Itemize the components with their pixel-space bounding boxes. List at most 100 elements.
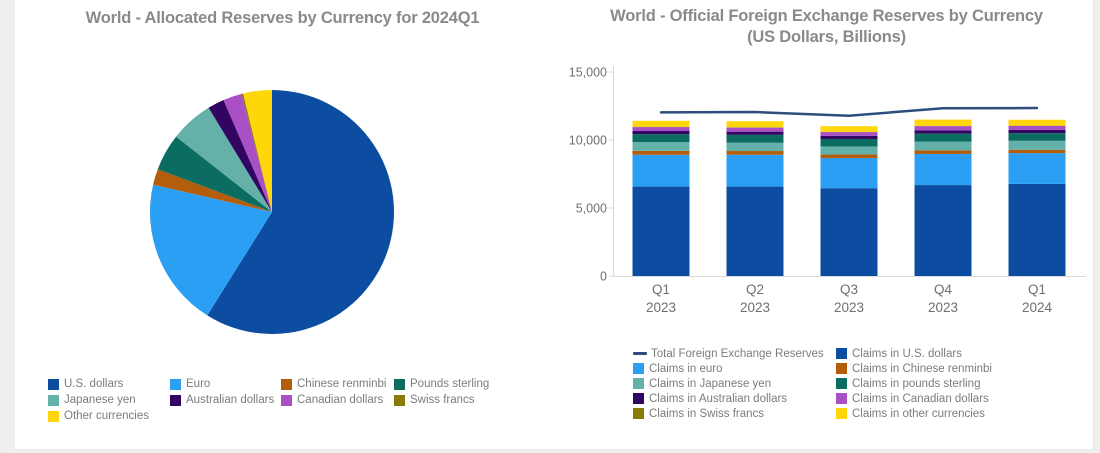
x-tick-label-quarter: Q2: [746, 282, 764, 297]
legend-item-claims-in-japanese-yen[interactable]: Claims in Japanese yen: [633, 376, 836, 391]
legend-item-australian-dollars[interactable]: Australian dollars: [170, 392, 281, 408]
bar-segment-claims-in-pounds-sterling-q1-2024: [1008, 133, 1066, 141]
legend-item-euro[interactable]: Euro: [170, 376, 281, 392]
y-tick-label-5-000: 5,000: [576, 202, 607, 216]
bar-segment-claims-in-japanese-yen-q3-2023: [820, 146, 878, 155]
x-tick-label-year: 2023: [646, 300, 676, 315]
bar-segment-claims-in-japanese-yen-q4-2023: [914, 141, 972, 151]
legend-swatch-canadian-dollars: [281, 394, 292, 406]
legend-label: Claims in pounds sterling: [852, 377, 981, 390]
bar-segment-claims-in-euro-q3-2023: [820, 158, 878, 189]
pie-slice-u-s-dollars: [207, 90, 394, 334]
legend-label: Swiss francs: [410, 394, 475, 406]
legend-label: Japanese yen: [64, 394, 136, 406]
x-tick-label-quarter: Q1: [652, 282, 670, 297]
legend-swatch-claims-in-chinese-renminbi: [836, 363, 847, 374]
legend-item-claims-in-swiss-francs[interactable]: Claims in Swiss francs: [633, 406, 836, 421]
bar-segment-claims-in-canadian-dollars-q1-2024: [1008, 125, 1066, 130]
bar-chart-title-line1: World - Official Foreign Exchange Reserv…: [610, 7, 1043, 25]
legend-label: Claims in Canadian dollars: [852, 392, 989, 405]
x-tick-label-quarter: Q1: [1028, 282, 1046, 297]
bar-segment-claims-in-pounds-sterling-q2-2023: [726, 134, 784, 143]
pie-slice-japanese-yen: [176, 107, 272, 212]
bar-chart-title: World - Official Foreign Exchange Reserv…: [570, 6, 1083, 48]
legend-label: Other currencies: [64, 410, 150, 422]
bar-segment-claims-in-australian-dollars-q2-2023: [726, 131, 784, 135]
legend-item-claims-in-other-currencies[interactable]: Claims in other currencies: [836, 406, 992, 421]
legend-item-claims-in-canadian-dollars[interactable]: Claims in Canadian dollars: [836, 391, 992, 406]
legend-label: U.S. dollars: [64, 378, 124, 390]
bar-legend: Total Foreign Exchange Reserves Claims in…: [633, 346, 992, 421]
legend-label: Claims in other currencies: [852, 407, 985, 420]
legend-label: Canadian dollars: [297, 394, 384, 406]
pie-slice-other-currencies: [243, 90, 272, 212]
bar-segment-claims-in-canadian-dollars-q4-2023: [914, 126, 972, 131]
bar-segment-claims-in-u-s-dollars-q2-2023: [726, 186, 784, 276]
legend-swatch-other-currencies: [48, 410, 59, 422]
legend-item-canadian-dollars[interactable]: Canadian dollars: [281, 392, 394, 408]
legend-item-total-foreign-exchange-reserves[interactable]: Total Foreign Exchange Reserves: [633, 346, 836, 361]
legend-swatch-claims-in-japanese-yen: [633, 378, 644, 389]
total-reserves-line: [659, 106, 1039, 117]
bar-segment-claims-in-pounds-sterling-q1-2023: [632, 134, 690, 143]
legend-item-claims-in-chinese-renminbi[interactable]: Claims in Chinese renminbi: [836, 361, 992, 376]
legend-label: Claims in euro: [649, 362, 723, 375]
legend-line-marker: [633, 352, 647, 355]
legend-item-claims-in-pounds-sterling[interactable]: Claims in pounds sterling: [836, 376, 992, 391]
x-tick-label-year: 2023: [740, 300, 770, 315]
legend-item-claims-in-australian-dollars[interactable]: Claims in Australian dollars: [633, 391, 836, 406]
bar-segment-claims-in-canadian-dollars-q3-2023: [820, 132, 878, 136]
legend-label: Pounds sterling: [410, 378, 490, 390]
bar-segment-claims-in-other-currencies-q1-2024: [1008, 119, 1066, 126]
y-tick-label-15-000: 15,000: [569, 66, 607, 80]
y-tick-label-10-000: 10,000: [569, 134, 607, 148]
bar-segment-claims-in-u-s-dollars-q3-2023: [820, 188, 878, 276]
legend-label: Claims in Japanese yen: [649, 377, 772, 390]
bar-segment-claims-in-other-currencies-q2-2023: [726, 121, 784, 128]
legend-item-claims-in-euro[interactable]: Claims in euro: [633, 361, 836, 376]
x-tick-label-quarter: Q3: [840, 282, 858, 297]
bar-segment-claims-in-euro-q1-2023: [632, 154, 690, 187]
legend-swatch-swiss-francs: [394, 394, 405, 406]
legend-item-u-s-dollars[interactable]: U.S. dollars: [48, 376, 170, 392]
legend-item-other-currencies[interactable]: Other currencies: [48, 408, 170, 424]
bar-segment-claims-in-other-currencies-q4-2023: [914, 119, 972, 126]
legend-item-pounds-sterling[interactable]: Pounds sterling: [394, 376, 489, 392]
legend-label: Claims in Chinese renminbi: [852, 362, 992, 375]
legend-swatch-claims-in-pounds-sterling: [836, 378, 847, 389]
pie-slice-canadian-dollars: [223, 93, 272, 212]
legend-label: Claims in Australian dollars: [649, 392, 788, 405]
legend-item-japanese-yen[interactable]: Japanese yen: [48, 392, 170, 408]
legend-swatch-claims-in-other-currencies: [836, 408, 847, 419]
legend-swatch-claims-in-euro: [633, 363, 644, 374]
x-tick-label-year: 2023: [928, 300, 958, 315]
pie-slice-swiss-francs: [241, 93, 272, 212]
legend-label: Chinese renminbi: [297, 378, 387, 390]
legend-swatch-euro: [170, 378, 181, 390]
x-tick-label-year: 2023: [834, 300, 864, 315]
bar-segment-claims-in-australian-dollars-q1-2023: [632, 131, 690, 135]
bar-segment-claims-in-japanese-yen-q1-2024: [1008, 140, 1066, 150]
bar-segment-claims-in-euro-q2-2023: [726, 154, 784, 187]
legend-item-swiss-francs[interactable]: Swiss francs: [394, 392, 489, 408]
pie-chart-title: World - Allocated Reserves by Currency f…: [85, 9, 480, 27]
bar-segment-claims-in-chinese-renminbi-q1-2023: [632, 150, 690, 155]
legend-swatch-claims-in-u-s-dollars: [836, 348, 847, 359]
bar-segment-claims-in-australian-dollars-q4-2023: [914, 130, 972, 134]
x-tick-label-year: 2024: [1022, 300, 1053, 315]
bar-segment-claims-in-euro-q4-2023: [914, 153, 972, 186]
bar-segment-claims-in-other-currencies-q3-2023: [820, 126, 878, 132]
bar-segment-claims-in-pounds-sterling-q4-2023: [914, 133, 972, 142]
legend-label: Euro: [186, 378, 211, 390]
legend-swatch-claims-in-swiss-francs: [633, 408, 644, 419]
legend-label: Total Foreign Exchange Reserves: [651, 347, 824, 360]
legend-item-claims-in-u-s-dollars[interactable]: Claims in U.S. dollars: [836, 346, 992, 361]
legend-item-chinese-renminbi[interactable]: Chinese renminbi: [281, 376, 394, 392]
legend-label: Claims in U.S. dollars: [852, 347, 962, 360]
bar-segment-claims-in-chinese-renminbi-q3-2023: [820, 154, 878, 159]
bar-segment-claims-in-euro-q1-2024: [1008, 153, 1066, 184]
bar-segment-claims-in-u-s-dollars-q1-2023: [632, 186, 690, 276]
legend-swatch-claims-in-australian-dollars: [633, 393, 644, 404]
bar-segment-claims-in-chinese-renminbi-q2-2023: [726, 151, 784, 155]
